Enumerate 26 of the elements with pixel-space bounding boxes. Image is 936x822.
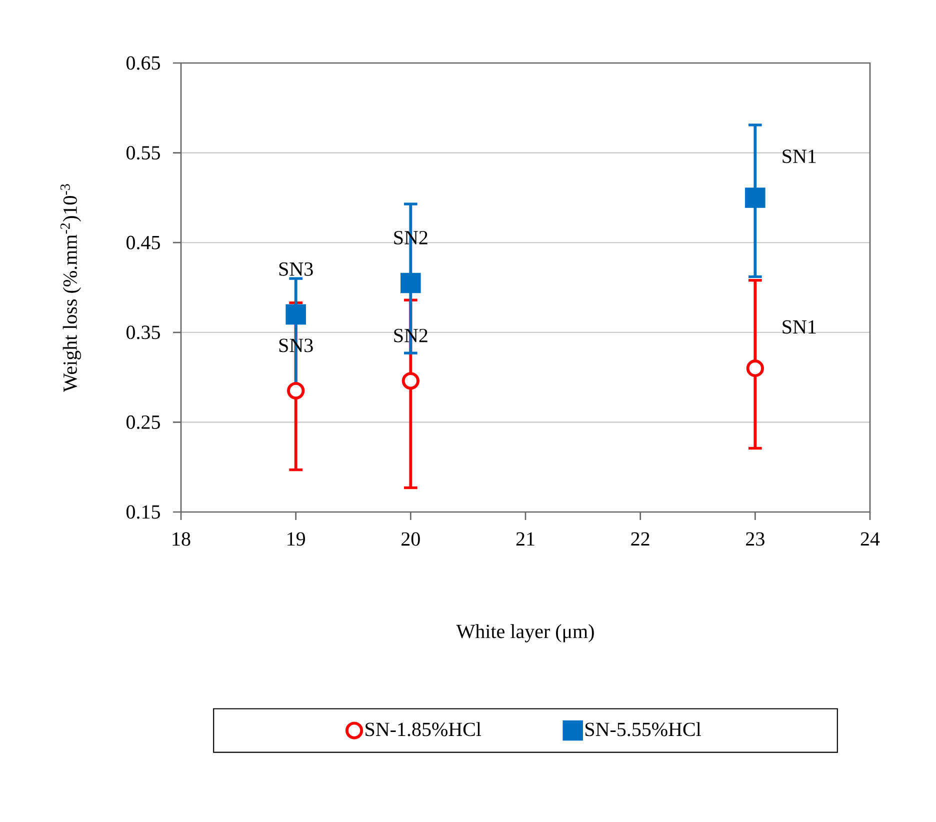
x-tick-label: 23	[746, 532, 764, 546]
x-tick-label: 22	[631, 532, 650, 546]
point	[287, 382, 305, 400]
annotation: SN1	[782, 150, 816, 164]
x-tick-label: 19	[288, 532, 306, 546]
point	[400, 272, 421, 294]
x-axis-title: White layer (μm)	[456, 624, 594, 642]
point	[746, 360, 764, 378]
point	[286, 304, 306, 325]
x-tick-label: 24	[860, 532, 880, 546]
y-tick-label: 0.55	[126, 146, 160, 160]
annotation: SN1	[782, 320, 816, 334]
x-tick-label: 21	[516, 532, 534, 546]
point	[745, 188, 766, 208]
annotation: SN3	[279, 262, 313, 276]
legend-label: SN-5.55%HCl	[586, 722, 701, 736]
x-tick-label: 18	[172, 532, 190, 546]
y-tick-label: 0.35	[126, 326, 160, 340]
y-tick-label: 0.25	[126, 415, 160, 430]
y-axis-title: Weight loss (%.mm$^{-2}$)10$^{-3}$	[60, 184, 82, 392]
point	[402, 372, 420, 390]
x-tick-label: 20	[402, 532, 420, 546]
y-tick-label: 0.65	[126, 56, 160, 70]
legend-label: SN-1.85%HCl	[366, 722, 482, 736]
y-tick-label: 0.15	[126, 505, 160, 519]
y-tick-label: 0.45	[126, 236, 160, 250]
